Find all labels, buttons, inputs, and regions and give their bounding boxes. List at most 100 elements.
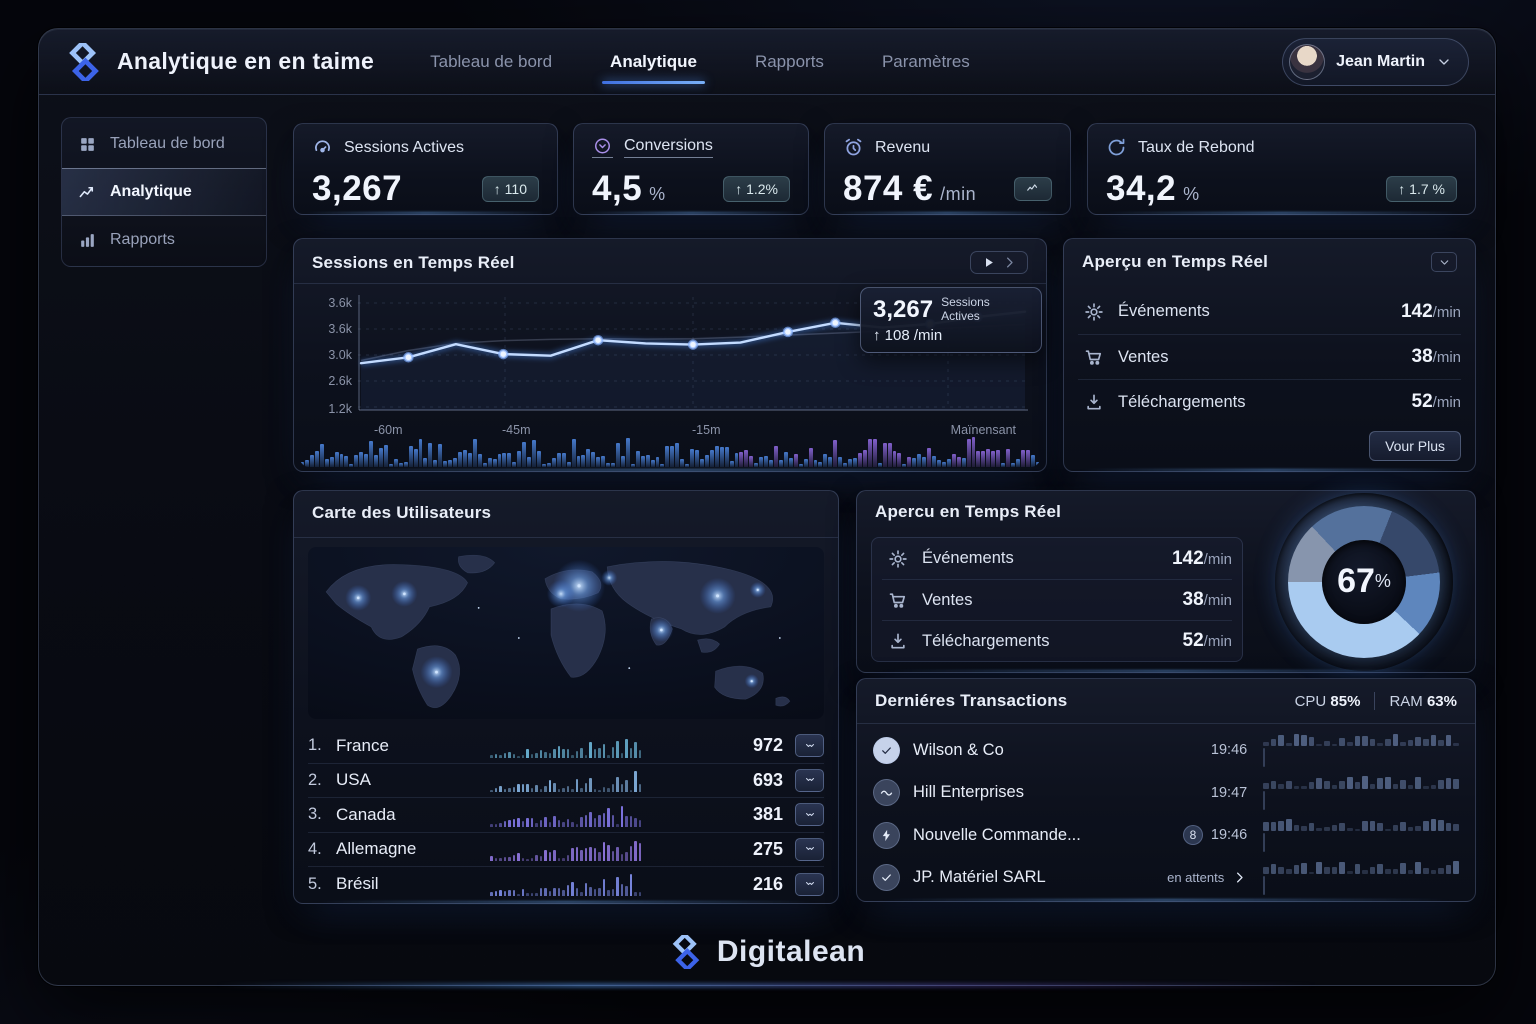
voir-plus-button[interactable]: Vour Plus: [1369, 431, 1461, 461]
overview-row-telechargements: Téléchargements 52/min: [1078, 379, 1461, 424]
overview-row-telechargements: Téléchargements 52/min: [882, 620, 1232, 661]
circle-arrow-down-icon: [592, 137, 613, 158]
y-axis-tick: 3.0k: [328, 348, 352, 362]
chevron-right-icon[interactable]: [1002, 255, 1017, 270]
country-list: 1. France 972 2. USA 693 3. Canada: [308, 729, 824, 902]
overview-row-evenements: Événements 142/min: [1078, 289, 1461, 334]
kpi-label: Conversions: [624, 137, 713, 158]
transaction-time: 19:46: [1210, 742, 1248, 759]
y-axis-tick: 3.6k: [328, 322, 352, 336]
footer: Digitalean: [39, 935, 1495, 969]
y-axis-tick: 2.6k: [328, 374, 352, 388]
sidebar-item-rapports[interactable]: Rapports: [62, 216, 266, 264]
panel-title: Derniéres Transactions: [875, 691, 1068, 710]
country-sparkline: [490, 734, 717, 758]
kpi-delta-badge: ↑ 1.2%: [723, 176, 790, 202]
kpi-card-taux-de-rebond: Taux de Rebond 34,2% ↑ 1.7 %: [1087, 123, 1476, 215]
sidebar-item-tableau-de-bord[interactable]: Tableau de bord: [62, 120, 266, 168]
kpi-value: 3,267: [312, 169, 403, 208]
user-map-panel: Carte des Utilisateurs: [293, 490, 839, 904]
transaction-row-hill[interactable]: Hill Enterprises 19:47: [873, 772, 1460, 815]
donut-chart: 67 %: [1275, 492, 1453, 671]
nav-tableau-de-bord[interactable]: Tableau de bord: [430, 51, 553, 71]
wings-icon: [803, 774, 817, 786]
country-expand-button[interactable]: [795, 803, 824, 827]
kpi-value: 874 €/min: [843, 169, 977, 208]
kpi-card-sessions-actives: Sessions Actives 3,267 ↑ 110: [293, 123, 558, 215]
transaction-progress: [1263, 818, 1460, 853]
wings-icon: [803, 843, 817, 855]
nav-analytique[interactable]: Analytique: [602, 32, 705, 92]
x-axis-tick: Maïnensant: [950, 423, 1016, 437]
kpi-value: 4,5%: [592, 169, 666, 208]
nav-rapports[interactable]: Rapports: [754, 51, 824, 71]
y-axis-tick: 3.6k: [328, 296, 352, 310]
world-map: [308, 547, 824, 719]
top-navigation-bar: Analytique en en taime Tableau de bord A…: [39, 29, 1495, 95]
chevron-right-icon[interactable]: [1232, 870, 1247, 885]
country-expand-button[interactable]: [795, 837, 824, 861]
transaction-row-nouvelle-commande[interactable]: Nouvelle Commande... 8 19:46: [873, 814, 1460, 857]
play-icon[interactable]: [981, 255, 996, 270]
x-axis-tick: -45m: [502, 423, 531, 437]
wings-icon: [803, 740, 817, 752]
kpi-label: Revenu: [875, 138, 931, 156]
sidebar-item-label: Tableau de bord: [110, 135, 225, 152]
user-menu[interactable]: Jean Martin: [1282, 37, 1469, 86]
brand: Analytique en en taime: [65, 42, 374, 81]
transaction-progress: [1263, 775, 1460, 810]
transaction-progress: [1263, 733, 1460, 768]
kpi-label: Sessions Actives: [344, 138, 465, 156]
wings-icon: [803, 878, 817, 890]
country-sparkline: [490, 768, 717, 793]
country-sparkline: [490, 872, 717, 897]
country-expand-button[interactable]: [795, 734, 824, 758]
wings-icon: [803, 809, 817, 821]
transaction-row-wilson[interactable]: Wilson & Co 19:46: [873, 729, 1460, 772]
count-badge: 8: [1182, 825, 1203, 846]
app-logo-icon: [65, 42, 103, 81]
chart-tooltip: 3,267 Sessions Actives ↑ 108 /min: [860, 287, 1042, 353]
country-expand-button[interactable]: [795, 768, 824, 792]
wave-circle-icon: [873, 779, 900, 807]
sidebar-item-analytique[interactable]: Analytique: [62, 168, 266, 216]
footer-brand: Digitalean: [716, 935, 866, 968]
overview-realtime-panel-bottom: Apercu en Temps Réel Événements 142/min …: [856, 490, 1476, 673]
x-axis-tick: -15m: [692, 423, 721, 437]
user-name: Jean Martin: [1336, 52, 1425, 70]
overview-realtime-panel-top: Aperçu en Temps Réel Événements 142/min …: [1063, 238, 1476, 472]
sessions-chart-panel: Sessions en Temps Réel 3.6k 3.6k 3.0k 2.…: [293, 238, 1047, 472]
tooltip-label: Sessions Actives: [941, 295, 990, 323]
transaction-progress: [1263, 861, 1460, 895]
nav-parametres[interactable]: Paramètres: [881, 51, 970, 71]
bolt-circle-icon: [873, 821, 900, 849]
transactions-panel: Derniéres Transactions CPU 85% RAM 63% W…: [856, 678, 1476, 902]
country-row-bresil: 5. Brésil 216: [308, 867, 824, 902]
ram-usage: RAM 63%: [1389, 692, 1457, 710]
footer-logo-icon: [669, 935, 703, 969]
collapse-button[interactable]: [1431, 252, 1457, 272]
country-expand-button[interactable]: [795, 872, 824, 896]
bar-chart-icon: [78, 231, 97, 250]
panel-title: Apercu en Temps Réel: [875, 502, 1062, 521]
audio-spectrum-strip: [300, 433, 1040, 467]
kpi-sparkline-button[interactable]: [1014, 177, 1052, 201]
overview-rows: Événements 142/min Ventes 38/min Télécha…: [871, 537, 1243, 662]
country-sparkline: [490, 837, 717, 862]
kpi-value: 34,2%: [1106, 169, 1200, 208]
chart-playback-controls[interactable]: [970, 251, 1028, 274]
refresh-icon: [1106, 137, 1127, 158]
divider: [294, 537, 838, 538]
sidebar-item-label: Analytique: [110, 183, 192, 200]
transaction-list: Wilson & Co 19:46 Hill Enterprises 19:47: [873, 729, 1460, 900]
divider: [857, 723, 1475, 724]
donut-center: 67 %: [1322, 539, 1406, 624]
sidebar: Tableau de bord Analytique Rapports: [61, 117, 267, 267]
transaction-row-jp-materiel[interactable]: JP. Matériel SARL en attents: [873, 857, 1460, 900]
sidebar-item-label: Rapports: [110, 231, 175, 248]
transaction-time: 19:46: [1210, 827, 1248, 844]
chevron-down-icon[interactable]: [1436, 54, 1452, 70]
overview-row-ventes: Ventes 38/min: [882, 579, 1232, 620]
overview-row-evenements: Événements 142/min: [882, 538, 1232, 579]
